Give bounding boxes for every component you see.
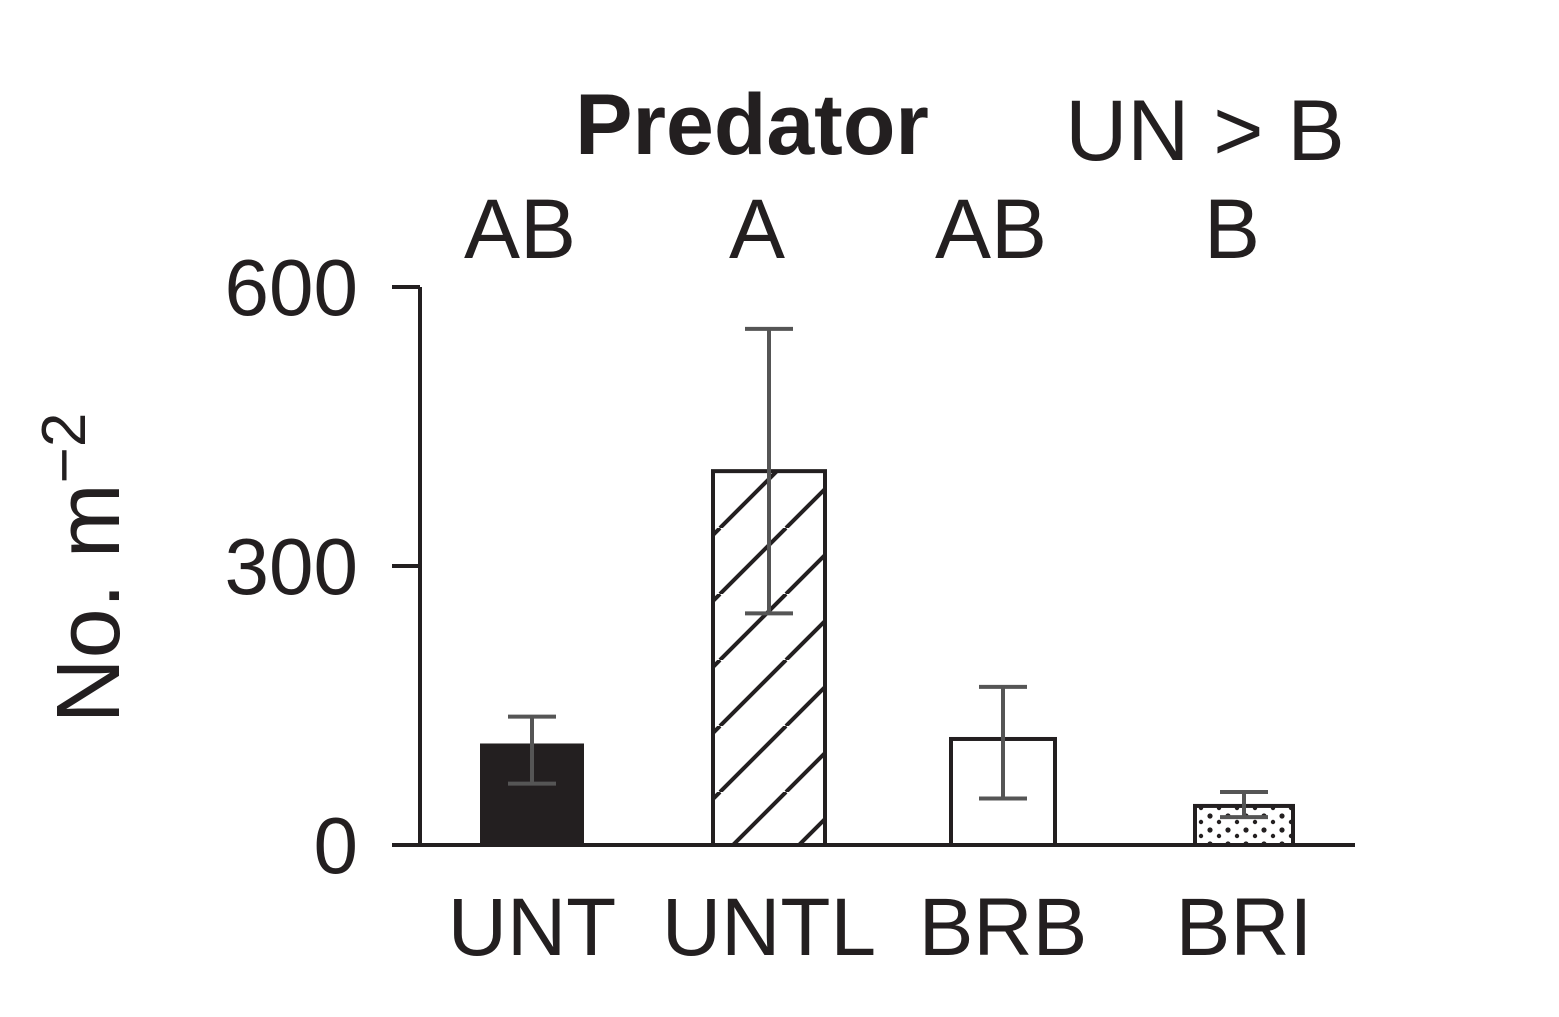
- chart-title: Predator: [575, 77, 929, 173]
- group-letters: AB A AB B: [464, 182, 1260, 276]
- group-letter: B: [1204, 182, 1260, 276]
- axes: [392, 287, 1355, 847]
- bars: [480, 326, 1295, 848]
- contrast-annotation: UN > B: [1065, 83, 1345, 179]
- y-axis-label-text: No. m: [39, 483, 139, 723]
- y-axis-label-superscript: −2: [30, 413, 99, 484]
- x-tick-label: BRI: [1176, 882, 1313, 973]
- y-axis-label: No. m−2: [30, 413, 139, 724]
- group-letter: A: [729, 182, 785, 276]
- x-tick-label: UNT: [448, 882, 617, 973]
- y-tick-label: 300: [225, 522, 358, 611]
- x-axis-labels: UNT UNTL BRB BRI: [448, 882, 1313, 973]
- y-axis-ticks: 0 300 600: [225, 243, 420, 890]
- x-tick-label: UNTL: [662, 882, 876, 973]
- x-tick-label: BRB: [919, 882, 1088, 973]
- y-tick-label: 0: [314, 801, 359, 890]
- group-letter: AB: [935, 182, 1047, 276]
- y-tick-label: 600: [225, 243, 358, 332]
- group-letter: AB: [464, 182, 576, 276]
